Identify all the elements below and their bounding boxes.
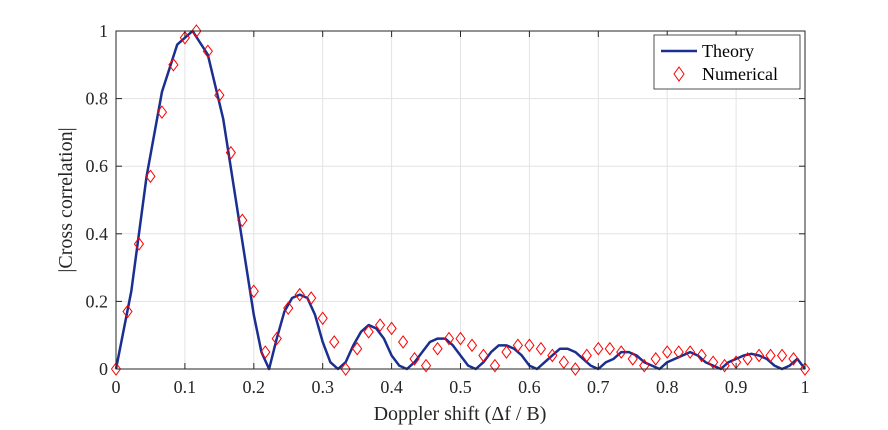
numerical-marker: [420, 358, 432, 373]
numerical-marker: [604, 341, 615, 356]
legend: Theory Numerical: [653, 34, 801, 90]
x-tick-label: 0.5: [449, 377, 472, 397]
x-tick-label: 0.4: [380, 377, 403, 397]
numerical-marker: [696, 348, 707, 363]
x-axis-label: Doppler shift (Δf / B): [374, 403, 547, 425]
numerical-marker: [765, 348, 776, 363]
numerical-marker: [547, 348, 558, 363]
y-tick-label: 1: [99, 21, 108, 41]
y-tick-label: 0: [99, 359, 108, 379]
numerical-marker: [535, 341, 547, 356]
numerical-marker: [225, 145, 236, 160]
numerical-marker: [317, 311, 328, 326]
y-axis-label: |Cross correlation|: [55, 127, 77, 272]
numerical-marker: [776, 348, 788, 363]
numerical-marker: [512, 338, 524, 353]
x-tick-label: 0.1: [174, 377, 197, 397]
ticks: [115, 30, 806, 370]
numerical-marker: [799, 362, 811, 376]
numerical-marker: [524, 338, 535, 353]
numerical-marker: [581, 348, 592, 363]
numerical-marker: [593, 341, 604, 356]
numerical-marker: [248, 284, 259, 299]
x-tick-label: 0: [112, 377, 121, 397]
numerical-marker: [237, 213, 248, 228]
numerical-marker: [616, 345, 627, 359]
numerical-marker: [570, 362, 581, 376]
numerical-marker: [501, 345, 512, 359]
theory-line: [114, 29, 806, 371]
numerical-marker: [145, 169, 156, 184]
numerical-marker: [409, 352, 420, 366]
numerical-marker: [283, 301, 294, 315]
numerical-marker: [168, 57, 179, 72]
numerical-marker: [294, 287, 305, 302]
numerical-marker: [214, 88, 225, 103]
tick-labels: 0 0.1 0.2 0.3 0.4 0.5 0.6 0.7 0.8 0.9 1 0 0.2 0.4 0.6 0…: [86, 21, 810, 397]
numerical-marker: [466, 338, 478, 353]
numerical-marker: [708, 355, 719, 370]
numerical-marker: [673, 345, 684, 359]
numerical-marker: [627, 352, 638, 366]
numerical-marker: [110, 362, 122, 376]
numerical-marker: [329, 335, 340, 349]
numerical-marker: [432, 341, 443, 356]
numerical-marker: [156, 105, 168, 119]
numerical-marker: [719, 358, 730, 373]
x-tick-label: 0.2: [243, 377, 266, 397]
series-layer: [110, 24, 811, 376]
numerical-marker: [788, 352, 799, 366]
numerical-marker: [179, 30, 191, 45]
numerical-marker: [455, 331, 466, 346]
legend-numerical-swatch: [673, 66, 685, 82]
numerical-marker: [478, 348, 489, 363]
x-tick-label: 0.6: [518, 377, 541, 397]
y-tick-label: 0.6: [86, 156, 109, 176]
y-tick-label: 0.8: [86, 89, 109, 109]
numerical-marker: [191, 24, 202, 38]
numerical-marker: [558, 355, 569, 370]
numerical-marker: [260, 345, 271, 359]
numerical-marker: [374, 318, 386, 332]
y-tick-label: 0.4: [86, 224, 109, 244]
numerical-marker: [363, 324, 374, 339]
numerical-marker: [443, 331, 455, 346]
numerical-marker: [122, 304, 133, 319]
numerical-marker: [271, 331, 282, 346]
x-tick-label: 0.3: [311, 377, 334, 397]
x-tick-label: 0.9: [725, 377, 748, 397]
legend-numerical-label: Numerical: [702, 64, 778, 84]
numerical-marker: [753, 348, 765, 363]
numerical-marker: [489, 358, 501, 373]
numerical-marker: [386, 321, 397, 336]
numerical-marker: [662, 345, 673, 359]
numerical-marker: [397, 335, 409, 349]
y-tick-label: 0.2: [86, 291, 109, 311]
legend-theory-label: Theory: [702, 41, 754, 61]
numerical-marker: [742, 352, 753, 366]
x-tick-label: 0.8: [656, 377, 679, 397]
numerical-marker: [202, 44, 213, 59]
x-tick-label: 1: [801, 377, 810, 397]
numerical-marker: [340, 362, 351, 376]
numerical-marker: [685, 345, 696, 359]
numerical-marker: [639, 358, 650, 373]
numerical-marker: [352, 341, 363, 356]
numerical-marker: [133, 237, 145, 251]
x-tick-label: 0.7: [587, 377, 610, 397]
numerical-marker: [306, 291, 317, 305]
numerical-marker: [650, 352, 661, 366]
